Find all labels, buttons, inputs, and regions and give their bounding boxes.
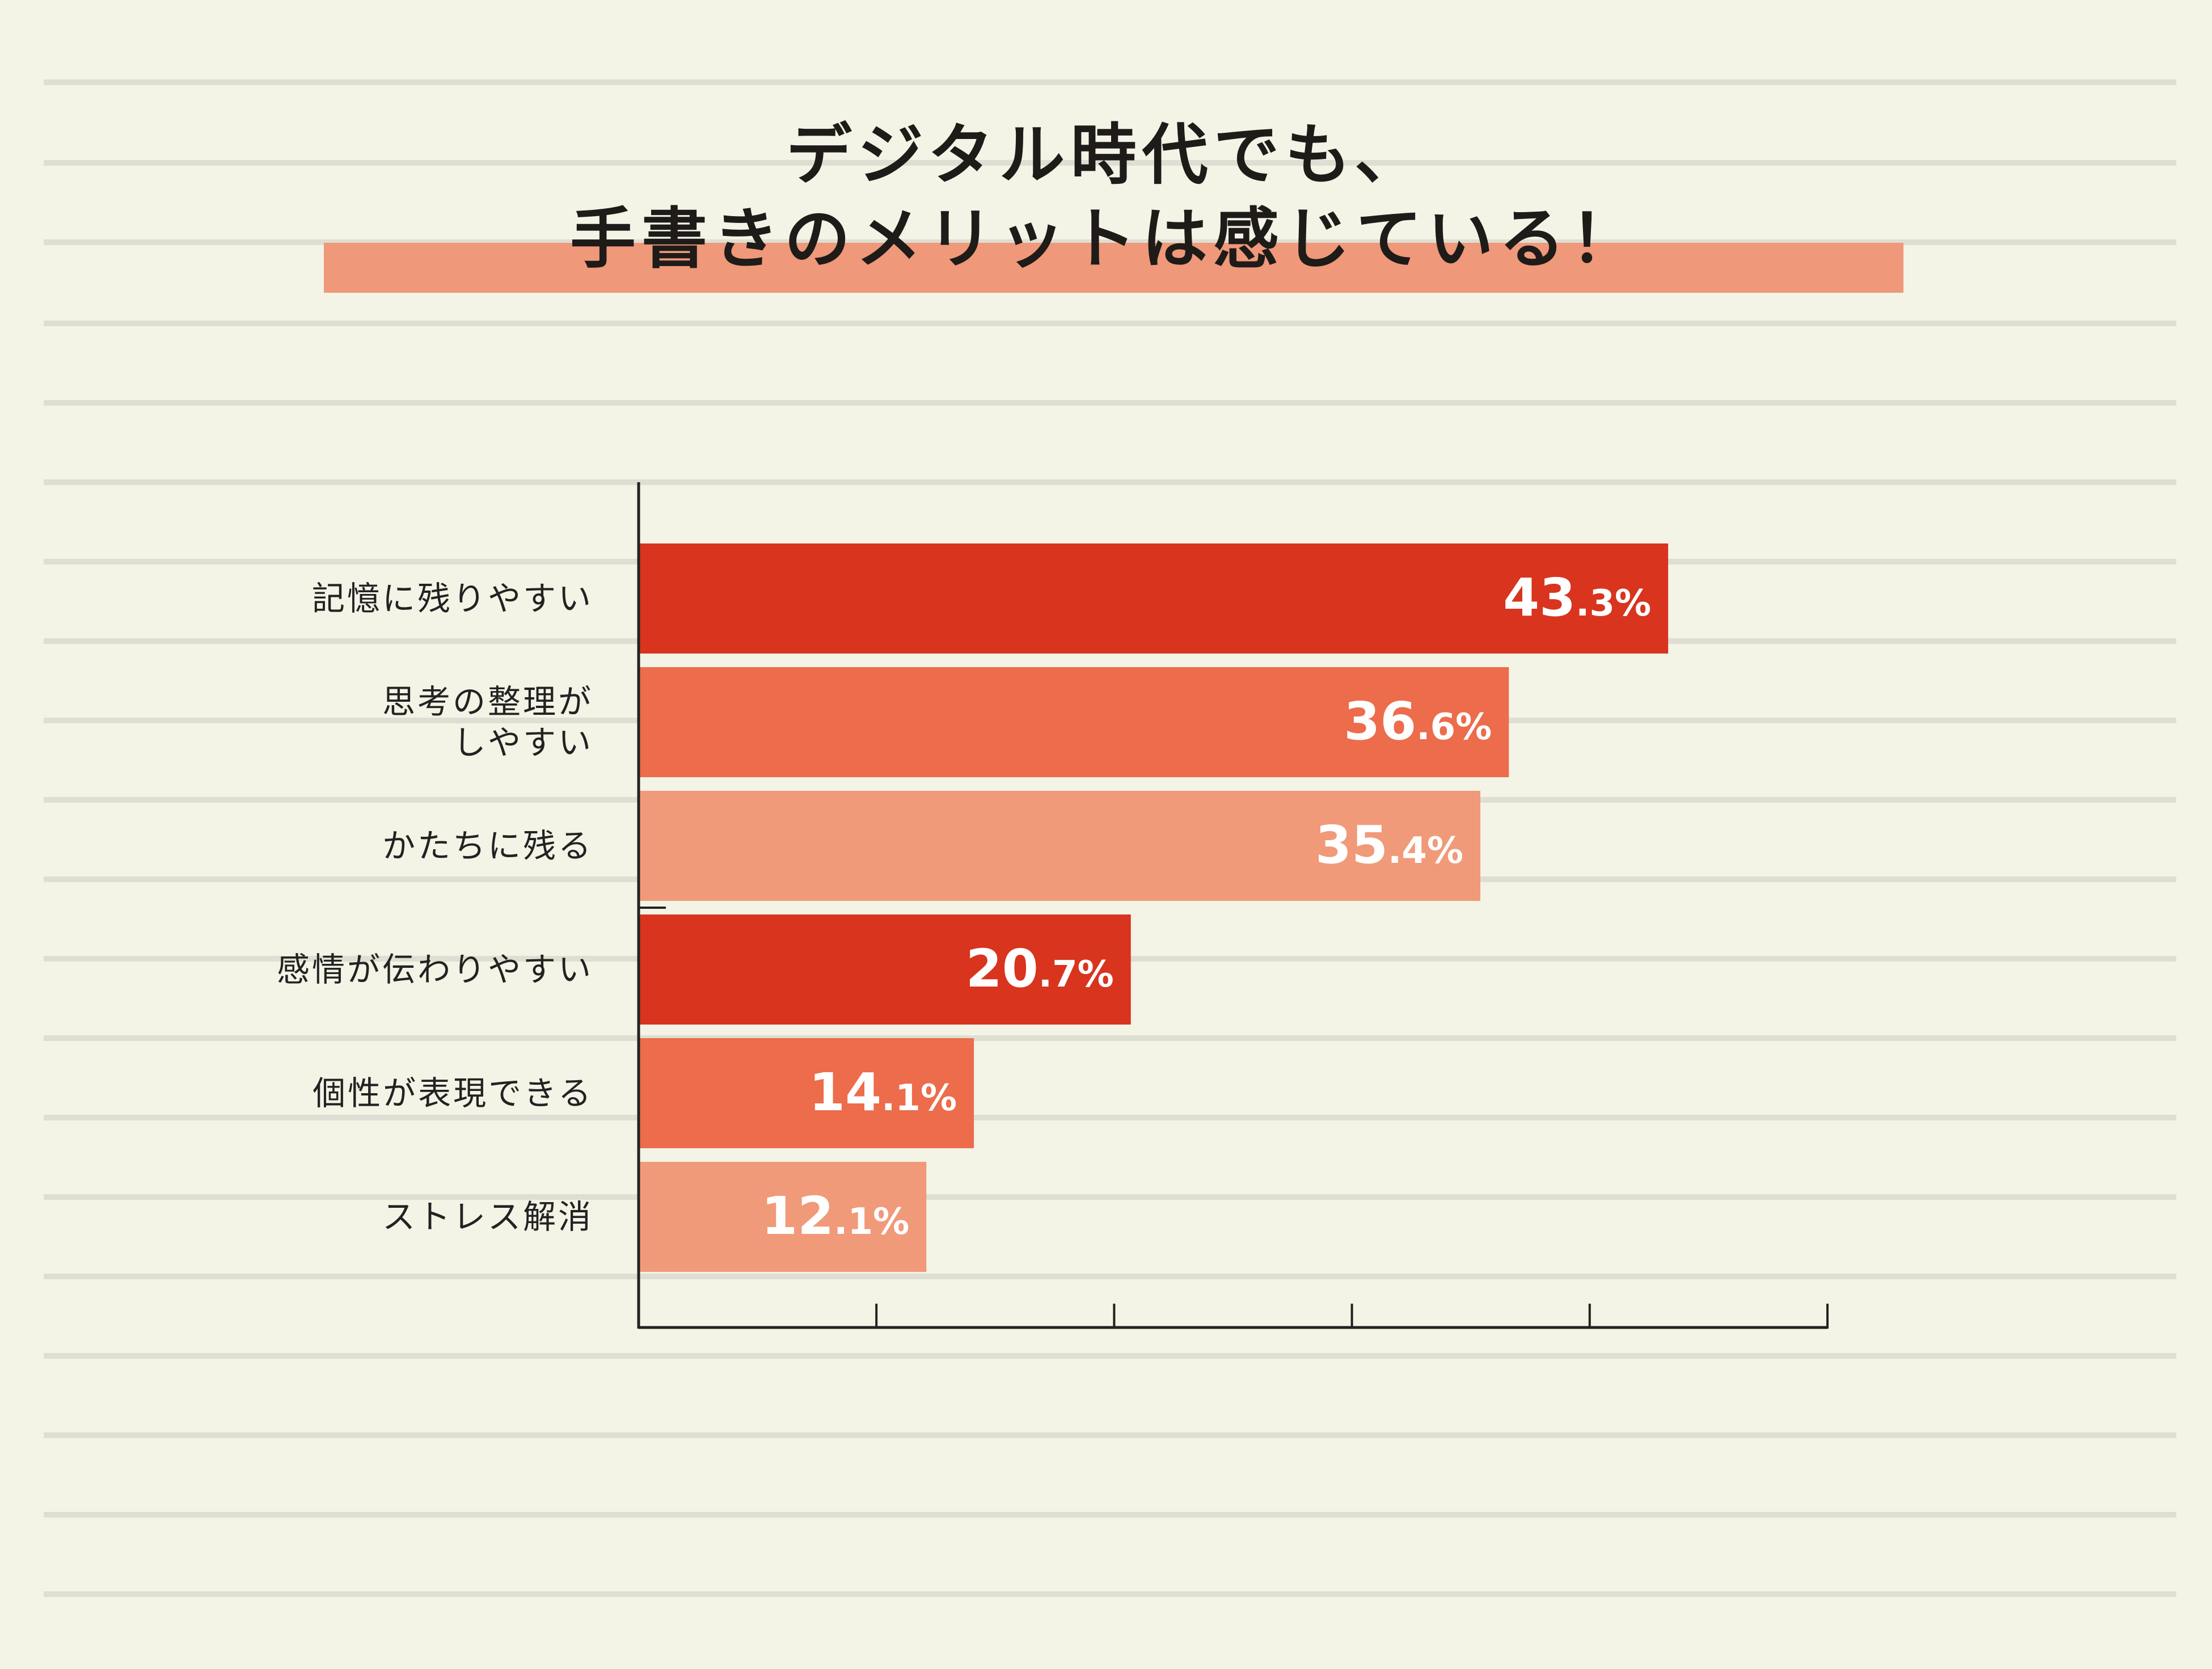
bar xyxy=(639,1162,927,1272)
value-labels-group: 43.3% 36.6% 35.4% 20.7% 14.1% 12.1% xyxy=(761,567,1651,1246)
value-label: 35.4% xyxy=(1315,815,1463,875)
ruled-line xyxy=(44,1432,2176,1438)
value-label: 43.3% xyxy=(1503,567,1651,628)
bar xyxy=(639,791,1480,901)
ruled-line xyxy=(44,1591,2176,1597)
bars-group xyxy=(639,543,1669,1272)
ruled-line xyxy=(44,479,2176,485)
bar xyxy=(639,914,1131,1025)
category-label: 思考の整理が xyxy=(382,682,593,721)
bar xyxy=(639,543,1669,654)
title-line-2: 手書きのメリットは感じている！ xyxy=(570,201,1642,277)
title-highlight-band xyxy=(324,243,1903,293)
ruled-line xyxy=(44,160,2176,166)
bar xyxy=(639,667,1509,777)
ruled-line xyxy=(44,400,2176,406)
ruled-line xyxy=(44,79,2176,85)
ruled-line xyxy=(44,1353,2176,1359)
ruled-line xyxy=(44,321,2176,326)
ruled-line xyxy=(44,1194,2176,1200)
category-label: 記憶に残りやすい xyxy=(312,579,593,618)
category-label: 個性が表現できる xyxy=(313,1074,593,1112)
value-label: 36.6% xyxy=(1344,691,1492,752)
ruled-line xyxy=(44,1512,2176,1518)
value-label: 20.7% xyxy=(966,938,1114,999)
value-label: 12.1% xyxy=(761,1186,909,1246)
axes-group xyxy=(637,482,1829,1329)
ruled-line xyxy=(44,1035,2176,1041)
ruled-line xyxy=(44,1274,2176,1279)
ruled-line xyxy=(44,1115,2176,1120)
chart-title: デジタル時代でも、 手書きのメリットは感じている！ xyxy=(0,113,2212,281)
category-label: ストレス解消 xyxy=(382,1198,593,1236)
category-labels-group: 記憶に残りやすい思考の整理がしやすいかたちに残る感情が伝わりやすい個性が表現でき… xyxy=(277,579,593,1236)
value-label: 14.1% xyxy=(809,1062,957,1123)
category-label: かたちに残る xyxy=(382,827,593,865)
title-line-1: デジタル時代でも、 xyxy=(786,117,1426,193)
ruled-line xyxy=(44,239,2176,245)
category-label: 感情が伝わりやすい xyxy=(277,950,593,989)
category-label: しやすい xyxy=(453,723,593,762)
bar xyxy=(639,1038,974,1148)
